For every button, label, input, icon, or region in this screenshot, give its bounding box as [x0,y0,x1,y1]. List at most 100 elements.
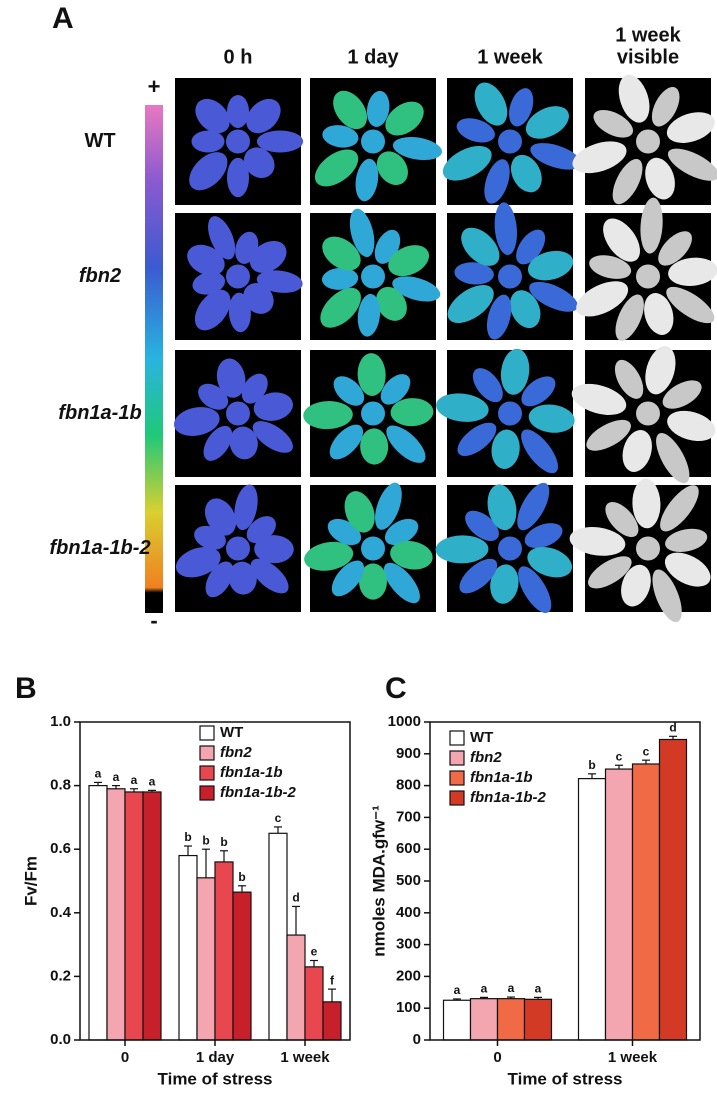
leaf [662,380,702,409]
y-tick-label: 700 [396,808,421,825]
leaf [314,149,359,187]
leaf [586,419,631,451]
bar [214,861,234,1041]
leaf [527,546,573,578]
significance-letter: b [238,870,245,884]
x-tick-label: 0 [121,1049,129,1066]
leaf [667,148,717,181]
leaf [500,348,530,395]
column-header: 0 h [224,46,253,68]
rosette [187,216,303,333]
significance-letter: a [149,775,156,789]
legend-swatch [199,785,215,801]
significance-letter: a [131,773,138,787]
leaf [175,546,221,578]
leaf [569,526,626,556]
rosette-center [226,129,250,154]
rosette-center [636,536,660,561]
leaf [228,292,251,333]
y-tick-label: 0.2 [50,967,71,984]
y-tick-label: 0.4 [50,904,72,921]
y-tick-label: 900 [396,745,421,762]
leaf [658,231,692,266]
legend-label: fbn2 [470,749,502,766]
row-label: WT [84,130,115,152]
bar [523,998,553,1041]
leaf [484,159,510,204]
leaf [459,558,498,594]
rosette [571,346,716,484]
leaf [203,425,233,461]
legend-swatch [199,765,215,781]
leaf [388,245,430,277]
significance-letter: b [588,758,595,772]
significance-letter: a [508,981,515,995]
significance-letter: e [311,945,318,959]
leaf [322,125,359,148]
row-label: fbn2 [79,265,121,287]
panel-label: A [52,2,74,35]
legend-label: fbn2 [220,744,252,761]
rosette-center [361,401,385,426]
rosette-center [636,401,660,426]
y-tick-label: 800 [396,777,421,794]
leaf [486,294,512,340]
leaf [376,151,408,186]
leaf [454,262,494,285]
legend-label: WT [470,729,493,746]
leaf [333,90,368,130]
leaf [652,569,682,623]
leaf [366,90,390,127]
leaf [204,498,237,536]
significance-letter: b [202,833,209,847]
legend-label: fbn1a-1b-2 [470,789,547,806]
rosette-center [226,401,250,426]
bar [106,788,126,1041]
leaf [525,106,569,139]
rosette [320,208,441,337]
x-tick-label: 1 day [196,1049,235,1066]
leaf [588,556,632,589]
leaf [614,359,644,399]
leaf [474,82,508,126]
bar [304,966,324,1041]
scale-bottom: - [150,608,157,633]
column-header: visible [617,46,679,68]
x-tick-label: 0 [493,1049,501,1066]
rosette-center [361,536,385,561]
leaf [529,281,578,312]
leaf [524,523,563,549]
leaf [192,271,226,295]
scale-top: + [148,74,161,99]
legend-label: fbn1a-1b [220,764,283,781]
leaf [618,74,650,123]
leaf [228,561,257,595]
leaf [357,293,381,337]
panel-label: B [15,672,37,705]
y-tick-label: 1000 [388,713,421,730]
leaf [243,147,275,179]
leaf [442,145,492,181]
leaf [359,563,387,600]
leaf [456,118,495,143]
leaf [640,197,663,254]
y-tick-label: 100 [396,999,421,1016]
y-tick-label: 0.6 [50,840,71,857]
bar [196,877,216,1041]
leaf [516,229,546,265]
leaf [250,558,289,594]
bar [88,784,108,1041]
leaf [360,428,389,465]
bar [496,998,526,1041]
legend-swatch [449,750,465,766]
x-axis-label: Time of stress [158,1069,273,1088]
y-tick-label: 0.8 [50,777,71,794]
rosette [173,358,293,461]
bar [286,934,306,1041]
significance-letter: f [330,973,335,987]
bar [604,768,634,1041]
leaf [436,393,489,422]
y-tick-label: 0.0 [50,1031,71,1048]
leaf [189,152,228,191]
